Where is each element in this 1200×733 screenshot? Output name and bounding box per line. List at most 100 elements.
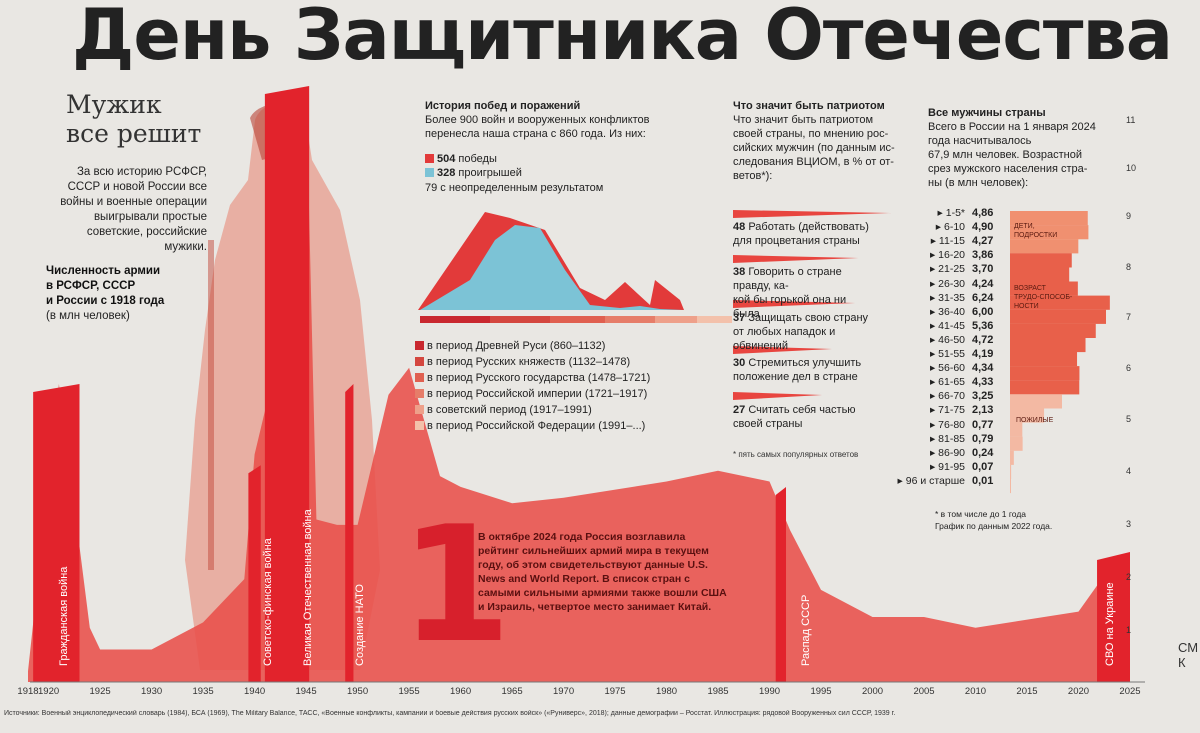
y-tick-label: 5 bbox=[1126, 414, 1132, 424]
period-swatch bbox=[415, 373, 424, 382]
men-text-line5: ны (в млн человек): bbox=[928, 177, 1029, 189]
event-nato-label: Создание НАТО bbox=[354, 584, 366, 666]
y-tick-label: 6 bbox=[1126, 363, 1132, 373]
age-group-value: 4,72 bbox=[972, 333, 994, 346]
patriot-answer-line1: 48 Работать (действовать) bbox=[733, 220, 873, 234]
period-legend-item: в период Российской империи (1721–1917) bbox=[415, 386, 650, 402]
event-bar-svo bbox=[1097, 551, 1130, 682]
history-text-line1: Более 900 войн и вооруженных конфликтов bbox=[425, 114, 650, 126]
age-group-label: ▸ 11-15 bbox=[930, 235, 965, 248]
history-text-line2: перенесла наша страна с 860 года. Из них… bbox=[425, 128, 646, 140]
age-group-label: ▸ 86-90 bbox=[929, 446, 965, 459]
army-heading-line2: в РСФСР, СССР bbox=[46, 280, 136, 292]
losses-label: проигрышей bbox=[458, 167, 522, 179]
group-children-line2: ПОДРОСТКИ bbox=[1014, 232, 1058, 239]
age-group-value: 0,07 bbox=[972, 460, 994, 473]
patriot-bar bbox=[733, 210, 892, 218]
y-tick-label: 11 bbox=[1126, 115, 1136, 125]
men-text-line3: 67,9 млн человек. Возрастной bbox=[928, 149, 1082, 161]
age-group-value: 3,70 bbox=[972, 263, 994, 276]
period-label: в период Русского государства (1478–1721… bbox=[427, 372, 651, 384]
event-svo-label: СВО на Украине bbox=[1104, 582, 1116, 666]
wins-label: победы bbox=[458, 153, 497, 165]
period-legend-item: в период Древней Руси (860–1132) bbox=[415, 338, 650, 354]
x-tick-label: 2010 bbox=[964, 686, 987, 697]
age-group-value: 0,77 bbox=[972, 418, 994, 431]
men-footnote: * в том числе до 1 года График по данным… bbox=[935, 508, 1052, 532]
age-group-label: ▸ 76-80 bbox=[929, 418, 965, 431]
rank-big-number: 1 bbox=[400, 491, 512, 678]
men-text-line1: Всего в России на 1 января 2024 bbox=[928, 121, 1096, 133]
age-group-value: 2,13 bbox=[972, 404, 994, 417]
period-label: в период Российской Федерации (1991–...) bbox=[427, 420, 646, 432]
patriot-answer-text1: Говорить о стране правду, ка- bbox=[733, 266, 842, 292]
group-children: ДЕТИ, ПОДРОСТКИ bbox=[1014, 222, 1057, 240]
patriot-answer-text1: Защищать свою страну bbox=[748, 312, 869, 324]
period-strip bbox=[697, 316, 732, 323]
period-strip bbox=[605, 316, 655, 323]
age-labels: ▸ 1-5* ▸ 6-10 ▸ 11-15 ▸ 16-20 ▸ 21-25 ▸ 26-30… bbox=[860, 207, 965, 497]
age-group-label: ▸ 31-35 bbox=[929, 291, 965, 304]
army-heading-line3: и России с 1918 года bbox=[46, 295, 165, 307]
men-text-line4: срез мужского населения стра- bbox=[928, 163, 1088, 175]
intro-heading-line1: Мужик bbox=[66, 90, 162, 119]
age-group-label: ▸ 1-5* bbox=[937, 207, 965, 219]
x-tick-label: 1945 bbox=[295, 686, 317, 697]
age-group-value: 0,24 bbox=[972, 446, 994, 459]
patriot-bar bbox=[733, 255, 859, 263]
event-bar-nato bbox=[345, 384, 354, 682]
patriot-bar bbox=[733, 346, 832, 354]
period-swatch bbox=[415, 341, 424, 350]
period-swatch bbox=[415, 405, 424, 414]
age-group-value: 5,36 bbox=[972, 319, 994, 332]
age-bar bbox=[1010, 450, 1014, 465]
period-legend: в период Древней Руси (860–1132) в период… bbox=[415, 338, 650, 434]
wins-losses-chart bbox=[418, 212, 732, 323]
event-ussr-collapse-label: Распад СССР bbox=[800, 594, 812, 666]
x-tick-label: 2000 bbox=[861, 686, 884, 697]
age-bar bbox=[1010, 211, 1088, 226]
age-group-label: ▸ 91-95 bbox=[929, 460, 965, 473]
period-label: в период Российской империи (1721–1917) bbox=[427, 388, 648, 400]
intro-text: За всю историю РСФСР, СССР и новой Росси… bbox=[60, 166, 207, 253]
men-footnote-line2: График по данным 2022 года. bbox=[935, 521, 1053, 531]
age-bar bbox=[1010, 323, 1096, 338]
age-group-value: 0,01 bbox=[972, 474, 994, 487]
group-children-line1: ДЕТИ, bbox=[1014, 223, 1035, 230]
losses-swatch bbox=[425, 168, 434, 177]
age-bar bbox=[1010, 464, 1012, 479]
age-pyramid bbox=[1010, 211, 1110, 494]
age-group-label: ▸ 71-75 bbox=[929, 404, 965, 417]
patriot-answer-line2: для процветания страны bbox=[733, 235, 860, 247]
intro-heading: Мужик все решит bbox=[66, 90, 201, 148]
men-text-line2: года насчитывалось bbox=[928, 135, 1032, 147]
patriot-answer-value: 48 bbox=[733, 221, 746, 233]
x-tick-label: 1990 bbox=[758, 686, 781, 697]
age-bar bbox=[1010, 225, 1089, 240]
wins-value: 504 bbox=[437, 153, 456, 165]
group-working-line2: ТРУДО-СПОСОБ- bbox=[1014, 294, 1073, 301]
patriot-answer-value: 27 bbox=[733, 404, 746, 416]
period-legend-item: в период Русского государства (1478–1721… bbox=[415, 370, 650, 386]
age-group-value: 4,19 bbox=[972, 348, 994, 360]
x-tick-label: 1940 bbox=[244, 686, 266, 697]
men-title: Все мужчины страны bbox=[928, 107, 1046, 119]
age-bar bbox=[1010, 295, 1110, 310]
x-tick-label: 1925 bbox=[89, 686, 111, 697]
age-group-label: ▸ 21-25 bbox=[929, 263, 965, 276]
age-bar bbox=[1010, 267, 1070, 282]
group-working-line3: НОСТИ bbox=[1014, 303, 1039, 310]
patriot-bars bbox=[733, 210, 892, 400]
age-bar bbox=[1010, 394, 1062, 409]
period-strip bbox=[655, 316, 697, 323]
age-group-value: 4,86 bbox=[972, 207, 994, 219]
wins-row: 504 победы bbox=[425, 151, 497, 167]
age-group-label: ▸ 26-30 bbox=[929, 277, 965, 290]
event-bar-ussr bbox=[775, 486, 787, 682]
age-bar bbox=[1010, 408, 1045, 423]
wins-swatch bbox=[425, 154, 434, 163]
event-bar-civil-war bbox=[33, 384, 80, 682]
x-tick-label: 2020 bbox=[1067, 686, 1090, 697]
event-winter-war-label: Советско-финская война bbox=[262, 538, 274, 666]
